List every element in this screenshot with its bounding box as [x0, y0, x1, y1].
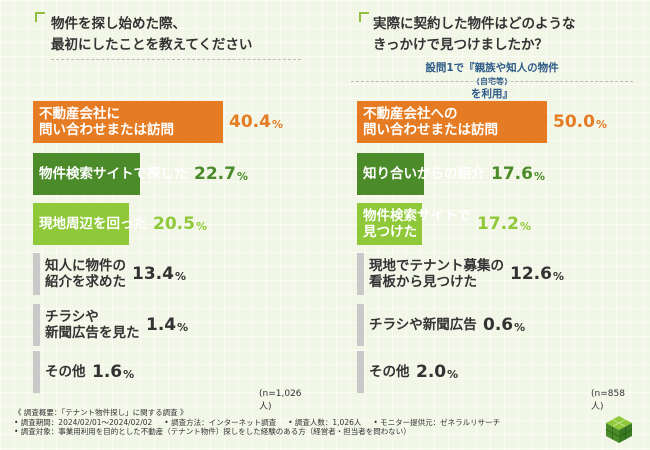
right-title-divider: [351, 81, 633, 82]
bar-row: 物件検索サイトで 見つけた 17.2%: [357, 203, 637, 245]
right-title-line-2: きっかけで見つけましたか？: [373, 37, 548, 53]
left-chart-title: 物件を探し始めた際、 最初にしたことを教えてください: [51, 14, 301, 56]
bar-value-label: 50.0%: [553, 112, 607, 132]
bar: [357, 101, 547, 143]
bar: [33, 351, 40, 393]
left-title-divider: [51, 59, 301, 60]
bar-category-label: 知人に物件の 紹介を求めた: [45, 258, 126, 290]
bar: [357, 203, 422, 245]
bar-category-label: その他: [369, 364, 410, 380]
right-chart-panel: 実際に契約した物件はどのような きっかけで見つけましたか？ 設問1で『親族や知人…: [337, 0, 637, 412]
bar-value-label: 2.0%: [416, 362, 459, 382]
bar-row: チラシや新聞広告 0.6%: [357, 304, 637, 346]
bar-value-label: 13.4%: [132, 264, 186, 284]
bar-row: 現地でテナント募集の 看板から見つけた 12.6%: [357, 253, 637, 295]
bar-category-label: 物件検索サイトで 見つけた: [363, 208, 471, 240]
bar-category-label: 現地周辺を回った: [39, 216, 147, 232]
bar: [357, 253, 364, 295]
bar: [33, 101, 223, 143]
bar-row: 現地周辺を回った 20.5%: [33, 203, 313, 245]
bar-category-label: チラシや新聞広告: [369, 317, 477, 333]
bar-value-label: 17.6%: [491, 164, 545, 184]
bar-value-label: 1.4%: [146, 315, 189, 335]
bar-category-label: 現地でテナント募集の 看板から見つけた: [369, 258, 504, 290]
bar-row: チラシや 新聞広告を見た 1.4%: [33, 304, 313, 346]
left-title-line-1: 物件を探し始めた際、: [51, 16, 186, 32]
survey-target: • 調査対象：事業用利用を目的とした不動産（テナント物件）探しをした経験のある方…: [14, 427, 411, 436]
bar: [357, 304, 364, 346]
title-corner-mark: [35, 12, 45, 22]
bar: [33, 304, 40, 346]
bar-row: 知り合いからの紹介 17.6%: [357, 153, 637, 195]
right-title-line-1: 実際に契約した物件はどのような: [373, 16, 576, 32]
bar-value-label: 0.6%: [483, 315, 526, 335]
right-sample-size: (n=858人): [591, 389, 625, 412]
left-chart-panel: 物件を探し始めた際、 最初にしたことを教えてください 不動産会社に 問い合わせまた…: [13, 0, 313, 412]
bar-row: その他 1.6%: [33, 351, 313, 393]
title-corner-mark: [359, 12, 369, 22]
bar-row: 不動産会社に 問い合わせまたは訪問 40.4%: [33, 101, 313, 143]
cube-logo-icon: [605, 416, 633, 443]
bar: [33, 203, 129, 245]
left-title-line-2: 最初にしたことを教えてください: [51, 37, 253, 53]
bar-row: その他 2.0%: [357, 351, 637, 393]
right-chart-title: 実際に契約した物件はどのような きっかけで見つけましたか？: [373, 14, 623, 56]
survey-overview-details: • 調査期間：2024/02/01～2024/02/02 • 調査方法：インターネ…: [14, 418, 500, 428]
bar-value-label: 12.6%: [510, 264, 564, 284]
bar-value-label: 20.5%: [153, 214, 207, 234]
bar-category-label: 知り合いからの紹介: [363, 166, 485, 182]
bar-category-label: チラシや 新聞広告を見た: [45, 309, 140, 341]
bar-value-label: 1.6%: [92, 362, 135, 382]
bar-category-label: 不動産会社に 問い合わせまたは訪問: [39, 106, 174, 138]
survey-overview-title: 《 調査概要：「テナント物件探し」に関する調査 》: [14, 408, 188, 417]
bar: [357, 351, 364, 393]
left-sample-size: (n=1,026人): [259, 389, 302, 412]
bar: [33, 253, 40, 295]
bar-category-label: その他: [45, 364, 86, 380]
survey-respondents: • 調査人数：1,026人: [288, 417, 362, 427]
bar-value-label: 17.2%: [477, 214, 531, 234]
bar-value-label: 22.7%: [194, 164, 248, 184]
bar-category-label: 不動産会社への 問い合わせまたは訪問: [363, 106, 498, 138]
bar: [357, 153, 424, 195]
bar-value-label: 40.4%: [229, 112, 283, 132]
survey-monitor-provider: • モニター提供元：ゼネラルリサーチ: [373, 417, 501, 427]
survey-method: • 調査方法：インターネット調査: [164, 417, 277, 427]
bar: [33, 153, 140, 195]
bar-row: 不動産会社への 問い合わせまたは訪問 50.0%: [357, 101, 637, 143]
survey-overview: 《 調査概要：「テナント物件探し」に関する調査 》 • 調査期間：2024/02…: [14, 408, 500, 437]
bar-row: 物件検索サイトで探した 22.7%: [33, 153, 313, 195]
bar-category-label: 物件検索サイトで探した: [39, 166, 188, 182]
bar-row: 知人に物件の 紹介を求めた 13.4%: [33, 253, 313, 295]
survey-period: • 調査期間：2024/02/01～2024/02/02: [14, 417, 153, 427]
